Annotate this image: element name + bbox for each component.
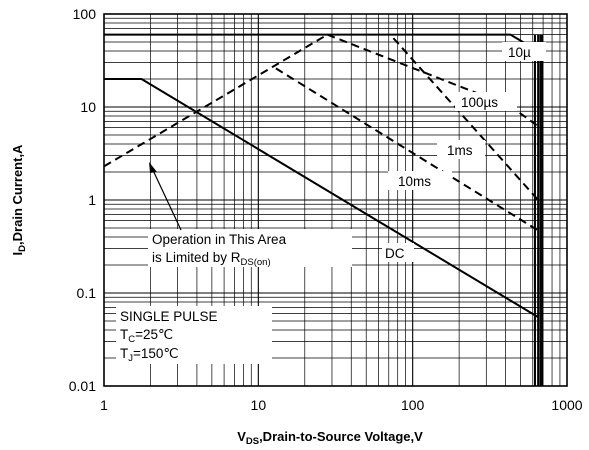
annotation-arrow-head <box>149 162 157 173</box>
annotation-arrow-line <box>150 165 182 231</box>
x-axis-title: VDS,Drain-to-Source Voltage,V <box>237 429 423 447</box>
series-label-1ms: 1ms <box>447 143 473 158</box>
series-line-4 <box>104 78 539 319</box>
x-tick-label: 1 <box>100 397 108 413</box>
condition-single-pulse: SINGLE PULSE <box>120 309 218 324</box>
y-axis-title: ID,Drain Current,A <box>10 144 28 256</box>
series-label-10u: 10µ <box>508 45 531 60</box>
annotation-limit-line1: Operation in This Area <box>152 232 287 247</box>
label-bg-1ms <box>437 140 485 159</box>
x-tick-label: 1000 <box>551 397 582 413</box>
y-tick-label: 0.01 <box>69 378 96 394</box>
label-bg-100us <box>455 92 517 111</box>
tick-labels: 1 10 100 1000 0.01 0.1 1 10 100 <box>69 6 583 413</box>
label-bg-10ms <box>388 171 452 190</box>
series-line-5 <box>103 33 328 168</box>
x-tick-label: 100 <box>401 397 425 413</box>
y-tick-label: 100 <box>73 6 97 22</box>
condition-tj: TJ=150℃ <box>120 346 179 364</box>
y-tick-label: 10 <box>80 99 96 115</box>
plot-border <box>103 13 568 387</box>
y-tick-label: 1 <box>88 192 96 208</box>
label-bg-10u <box>502 42 546 61</box>
y-tick-label: 0.1 <box>77 285 97 301</box>
annotation-limit-line2: is Limited by RDS(on) <box>152 250 271 268</box>
annotation-bg-limit <box>148 229 352 267</box>
label-bg-dc <box>382 243 414 262</box>
series-label-dc: DC <box>385 246 405 261</box>
conditions-bg <box>116 306 272 364</box>
condition-tc: TC=25℃ <box>120 327 173 345</box>
x-tick-label: 10 <box>251 397 267 413</box>
series-label-100us: 100µs <box>461 95 498 110</box>
series-label-10ms: 10ms <box>398 174 431 189</box>
series-line-2 <box>392 37 539 201</box>
